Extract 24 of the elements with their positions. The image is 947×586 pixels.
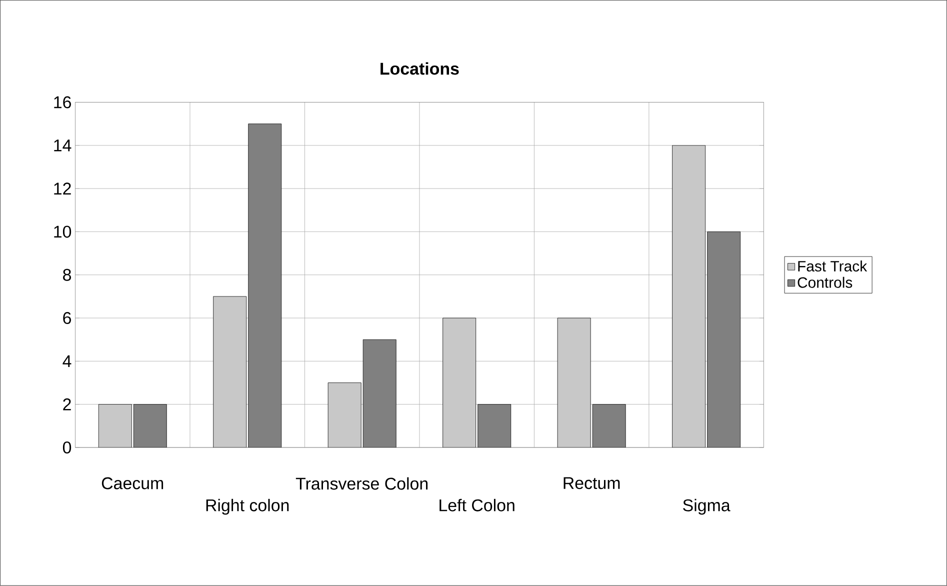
- y-tick-label: 0: [62, 442, 72, 454]
- y-tick-label: 6: [63, 312, 71, 324]
- bar: [213, 296, 247, 448]
- y-tick-label: 8: [63, 268, 71, 281]
- y-tick-label: 2: [63, 398, 71, 410]
- x-tick-label: Sigma: [683, 499, 730, 515]
- bar: [672, 145, 706, 448]
- bar: [328, 382, 362, 448]
- x-tick-label: Caecum: [102, 477, 164, 490]
- x-tick-label: Left Colon: [440, 499, 514, 512]
- legend-label: Controls: [798, 276, 852, 288]
- chart-title: Locations: [380, 62, 459, 75]
- x-tick-label: Rectum: [564, 477, 620, 490]
- y-tick-label: 16: [54, 96, 71, 108]
- legend-label: Fast Track: [798, 260, 868, 272]
- bar: [98, 404, 132, 448]
- bar: [442, 318, 476, 448]
- y-tick-label: 12: [54, 182, 71, 195]
- y-tick-label: 4: [62, 355, 72, 368]
- y-tick-label: 10: [54, 226, 72, 238]
- x-tick-label: Right colon: [206, 499, 289, 515]
- y-tick-label: 14: [54, 140, 72, 152]
- bar: [557, 318, 591, 448]
- x-tick-label: Transverse Colon: [296, 477, 428, 490]
